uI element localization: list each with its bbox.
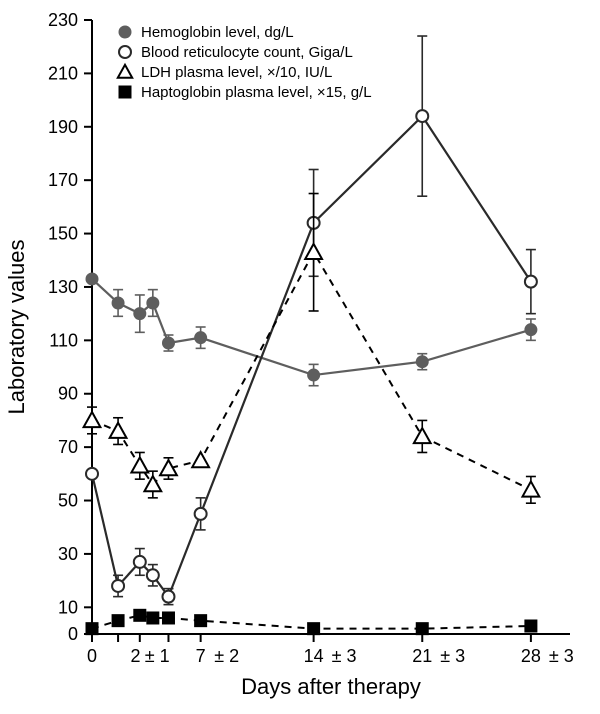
svg-text:70: 70 [58,437,78,457]
svg-text:28: 28 [521,646,541,666]
svg-text:Haptoglobin plasma level, ×15,: Haptoglobin plasma level, ×15, g/L [141,84,372,101]
svg-text:Laboratory values: Laboratory values [4,240,29,415]
chart-container: 0 10 30 50 70 90 110 130 150 170 190 210 230 0 2± 1 7 ± … [0,0,600,714]
svg-text:0: 0 [87,646,97,666]
svg-text:Days after therapy: Days after therapy [241,674,421,699]
svg-text:150: 150 [48,224,78,244]
svg-text:190: 190 [48,117,78,137]
line-chart: 0 10 30 50 70 90 110 130 150 170 190 210 230 0 2± 1 7 ± … [0,0,600,714]
svg-text:10: 10 [58,597,78,617]
svg-text:LDH plasma level, ×/10, IU/L: LDH plasma level, ×/10, IU/L [141,64,332,81]
svg-text:± 2: ± 2 [214,646,239,666]
svg-text:± 3: ± 3 [549,646,574,666]
svg-text:Blood reticulocyte count, Giga: Blood reticulocyte count, Giga/L [141,44,353,61]
svg-text:7: 7 [196,646,206,666]
svg-text:230: 230 [48,10,78,30]
svg-text:2: 2 [130,646,140,666]
svg-text:± 3: ± 3 [440,646,465,666]
svg-text:21: 21 [412,646,432,666]
svg-text:170: 170 [48,170,78,190]
svg-text:± 3: ± 3 [332,646,357,666]
svg-text:± 1: ± 1 [145,646,170,666]
svg-text:130: 130 [48,277,78,297]
svg-text:30: 30 [58,544,78,564]
svg-text:210: 210 [48,63,78,83]
svg-text:50: 50 [58,491,78,511]
svg-text:110: 110 [49,330,78,350]
svg-text:Hemoglobin level, dg/L: Hemoglobin level, dg/L [141,24,294,41]
svg-text:90: 90 [58,384,78,404]
svg-text:14: 14 [304,646,324,666]
svg-text:0: 0 [68,624,78,644]
